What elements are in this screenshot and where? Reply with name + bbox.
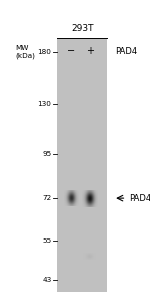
- Text: PAD4: PAD4: [129, 194, 150, 203]
- Text: 130: 130: [38, 101, 51, 107]
- Text: 95: 95: [42, 151, 51, 157]
- Text: 43: 43: [42, 277, 51, 283]
- Text: +: +: [86, 46, 94, 56]
- Text: 55: 55: [42, 238, 51, 244]
- Text: PAD4: PAD4: [115, 47, 137, 56]
- Bar: [57, 39, 107, 292]
- Text: 72: 72: [42, 195, 51, 201]
- Text: 180: 180: [38, 49, 51, 55]
- Text: 293T: 293T: [71, 24, 94, 33]
- Text: MW
(kDa): MW (kDa): [15, 45, 35, 59]
- Text: −: −: [67, 46, 75, 56]
